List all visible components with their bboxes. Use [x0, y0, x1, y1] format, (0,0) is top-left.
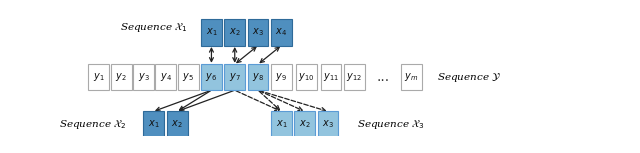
Text: $y_8$: $y_8$ [252, 71, 264, 83]
FancyBboxPatch shape [271, 64, 292, 90]
FancyBboxPatch shape [156, 64, 176, 90]
Text: $y_5$: $y_5$ [182, 71, 194, 83]
FancyBboxPatch shape [225, 64, 245, 90]
Text: $y_4$: $y_4$ [160, 71, 172, 83]
FancyBboxPatch shape [344, 64, 365, 90]
Text: $x_3$: $x_3$ [322, 118, 334, 130]
FancyBboxPatch shape [317, 111, 339, 138]
FancyBboxPatch shape [201, 19, 222, 46]
FancyBboxPatch shape [248, 64, 269, 90]
FancyBboxPatch shape [296, 64, 317, 90]
Text: Sequence $\mathcal{X}_1$: Sequence $\mathcal{X}_1$ [120, 21, 188, 34]
Text: Sequence $\mathcal{X}_3$: Sequence $\mathcal{X}_3$ [356, 118, 425, 131]
Text: $y_{10}$: $y_{10}$ [298, 71, 314, 83]
Text: $y_9$: $y_9$ [275, 71, 287, 83]
FancyBboxPatch shape [248, 19, 269, 46]
Text: $y_{11}$: $y_{11}$ [323, 71, 339, 83]
FancyBboxPatch shape [143, 111, 164, 138]
Text: $y_m$: $y_m$ [404, 71, 419, 83]
FancyBboxPatch shape [271, 111, 292, 138]
FancyBboxPatch shape [294, 111, 315, 138]
FancyBboxPatch shape [321, 64, 341, 90]
FancyBboxPatch shape [225, 19, 245, 46]
Text: $y_1$: $y_1$ [93, 71, 105, 83]
Text: $x_1$: $x_1$ [205, 27, 217, 38]
Text: Sequence $\mathcal{X}_2$: Sequence $\mathcal{X}_2$ [60, 118, 127, 131]
Text: ...: ... [377, 70, 390, 84]
Text: $x_2$: $x_2$ [299, 118, 310, 130]
FancyBboxPatch shape [167, 111, 188, 138]
FancyBboxPatch shape [88, 64, 109, 90]
Text: $y_{12}$: $y_{12}$ [346, 71, 362, 83]
Text: $x_1$: $x_1$ [276, 118, 287, 130]
Text: $y_6$: $y_6$ [205, 71, 218, 83]
Text: $y_3$: $y_3$ [138, 71, 149, 83]
Text: $x_1$: $x_1$ [148, 118, 159, 130]
FancyBboxPatch shape [201, 64, 222, 90]
Text: $x_2$: $x_2$ [229, 27, 241, 38]
FancyBboxPatch shape [111, 64, 132, 90]
Text: $x_3$: $x_3$ [252, 27, 264, 38]
FancyBboxPatch shape [178, 64, 198, 90]
FancyBboxPatch shape [271, 19, 292, 46]
Text: $y_2$: $y_2$ [115, 71, 127, 83]
FancyBboxPatch shape [401, 64, 422, 90]
Text: $y_7$: $y_7$ [229, 71, 241, 83]
Text: Sequence $\mathcal{Y}$: Sequence $\mathcal{Y}$ [437, 71, 502, 84]
Text: $x_2$: $x_2$ [172, 118, 183, 130]
Text: $x_4$: $x_4$ [275, 27, 287, 38]
FancyBboxPatch shape [133, 64, 154, 90]
